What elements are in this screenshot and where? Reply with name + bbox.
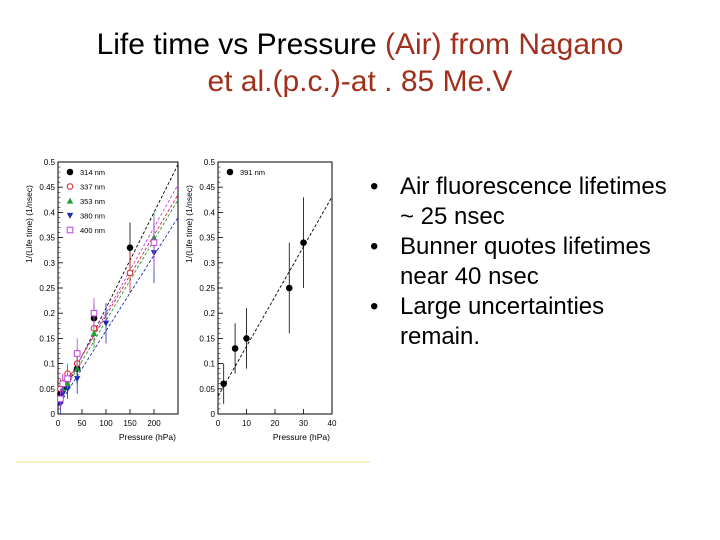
bullet-dot: • xyxy=(370,293,379,320)
data-point xyxy=(59,380,67,388)
lifetime-figure: 0 0.05 0.1 0.15 0.2 0.25 0.3 0.35 0.4 0.45 0.5 0 50 1… xyxy=(12,150,374,468)
legend-marker xyxy=(66,197,74,204)
bullet-dot: • xyxy=(370,173,379,200)
y-tick-label: 0.35 xyxy=(39,234,55,243)
slide-title: Life time vs Pressure (Air) from Nagano … xyxy=(0,26,720,100)
data-point xyxy=(126,269,134,277)
legend-label: 380 nm xyxy=(80,212,105,221)
bullet-text: Air fluorescence lifetimes ~ 25 nsec xyxy=(400,173,667,230)
plot-frame xyxy=(217,161,333,415)
legend-label: 391 nm xyxy=(240,168,265,177)
y-axis-label: 1/(Life time) (1/nsec) xyxy=(184,185,194,263)
y-tick-label: 0.05 xyxy=(199,385,215,394)
bullet-item: • Bunner quotes lifetimes near 40 nsec xyxy=(366,232,686,292)
fit-line xyxy=(217,196,333,397)
x-axis-label: Pressure (hPa) xyxy=(273,432,330,442)
y-tick-label: 0.35 xyxy=(199,234,215,243)
fit-line xyxy=(57,194,179,397)
y-tick-label: 0.2 xyxy=(44,309,56,318)
x-axis-label: Pressure (hPa) xyxy=(119,432,176,442)
bullet-text: Large uncertainties remain. xyxy=(400,293,605,350)
y-tick-label: 0.45 xyxy=(199,183,215,192)
x-tick-label: 20 xyxy=(271,419,280,428)
y-tick-label: 0 xyxy=(51,410,56,419)
y-tick-label: 0.05 xyxy=(39,385,55,394)
legend-marker xyxy=(66,226,74,234)
x-tick-label: 0 xyxy=(216,419,221,428)
y-tick-label: 0.3 xyxy=(44,259,56,268)
data-point xyxy=(150,239,158,246)
data-point xyxy=(220,380,227,388)
data-point xyxy=(102,320,110,327)
legend-marker xyxy=(66,183,74,190)
y-tick-label: 0 xyxy=(211,410,216,419)
data-point xyxy=(73,350,81,357)
legend-marker xyxy=(226,168,234,176)
y-tick-label: 0.25 xyxy=(39,284,55,293)
legend-label: 400 nm xyxy=(80,226,105,235)
title-accent-text: (Air) from Nagano xyxy=(385,28,624,61)
data-point xyxy=(57,395,64,403)
x-tick-label: 10 xyxy=(242,419,251,428)
y-tick-label: 0.25 xyxy=(199,284,215,293)
y-tick-label: 0.5 xyxy=(44,158,56,167)
data-point xyxy=(59,391,66,398)
title-line-1: Life time vs Pressure (Air) from Nagano xyxy=(0,26,720,63)
data-point xyxy=(74,376,81,383)
fit-line xyxy=(57,199,179,402)
lifetime-charts: 0 0.05 0.1 0.15 0.2 0.25 0.3 0.35 0.4 0.45 0.5 0 50 1… xyxy=(16,158,370,463)
data-point xyxy=(64,386,71,393)
y-tick-label: 0.2 xyxy=(204,309,216,318)
data-point xyxy=(243,335,250,342)
fit-line xyxy=(57,217,179,407)
y-tick-label: 0.1 xyxy=(44,360,56,369)
data-point xyxy=(64,375,71,383)
y-tick-label: 0.5 xyxy=(204,158,216,167)
title-main-text: Life time vs Pressure xyxy=(96,28,386,61)
y-tick-label: 0.4 xyxy=(44,208,56,217)
legend-marker xyxy=(66,168,74,176)
bullet-list: • Air fluorescence lifetimes ~ 25 nsec • B… xyxy=(366,172,686,352)
legend-label: 314 nm xyxy=(80,168,105,177)
y-tick-label: 0.45 xyxy=(39,183,55,192)
bullet-text: Bunner quotes lifetimes near 40 nsec xyxy=(400,233,651,290)
y-tick-label: 0.15 xyxy=(199,334,215,343)
x-tick-label: 200 xyxy=(147,419,161,428)
bullet-item: • Air fluorescence lifetimes ~ 25 nsec xyxy=(366,172,686,232)
y-tick-label: 0.3 xyxy=(204,259,216,268)
bullet-item: • Large uncertainties remain. xyxy=(366,292,686,352)
y-tick-label: 0.15 xyxy=(39,334,55,343)
x-tick-label: 50 xyxy=(78,419,87,428)
y-tick-label: 0.4 xyxy=(204,208,216,217)
legend-label: 353 nm xyxy=(80,197,105,206)
data-point xyxy=(231,345,239,352)
y-tick-label: 0.1 xyxy=(204,360,216,369)
x-tick-label: 40 xyxy=(328,419,337,428)
data-point xyxy=(90,309,98,317)
data-point xyxy=(300,239,307,246)
data-point xyxy=(126,244,134,251)
legend-marker xyxy=(66,212,74,219)
bullet-dot: • xyxy=(370,233,379,260)
x-tick-label: 100 xyxy=(99,419,113,428)
y-axis-label: 1/(Life time) (1/nsec) xyxy=(24,185,34,263)
x-tick-label: 150 xyxy=(123,419,137,428)
x-tick-label: 0 xyxy=(56,419,61,428)
data-point xyxy=(90,329,98,336)
data-point xyxy=(285,284,293,292)
legend-label: 337 nm xyxy=(80,183,105,192)
x-tick-label: 30 xyxy=(299,419,308,428)
title-line-2: et al.(p.c.)-at . 85 Me.V xyxy=(207,65,513,98)
